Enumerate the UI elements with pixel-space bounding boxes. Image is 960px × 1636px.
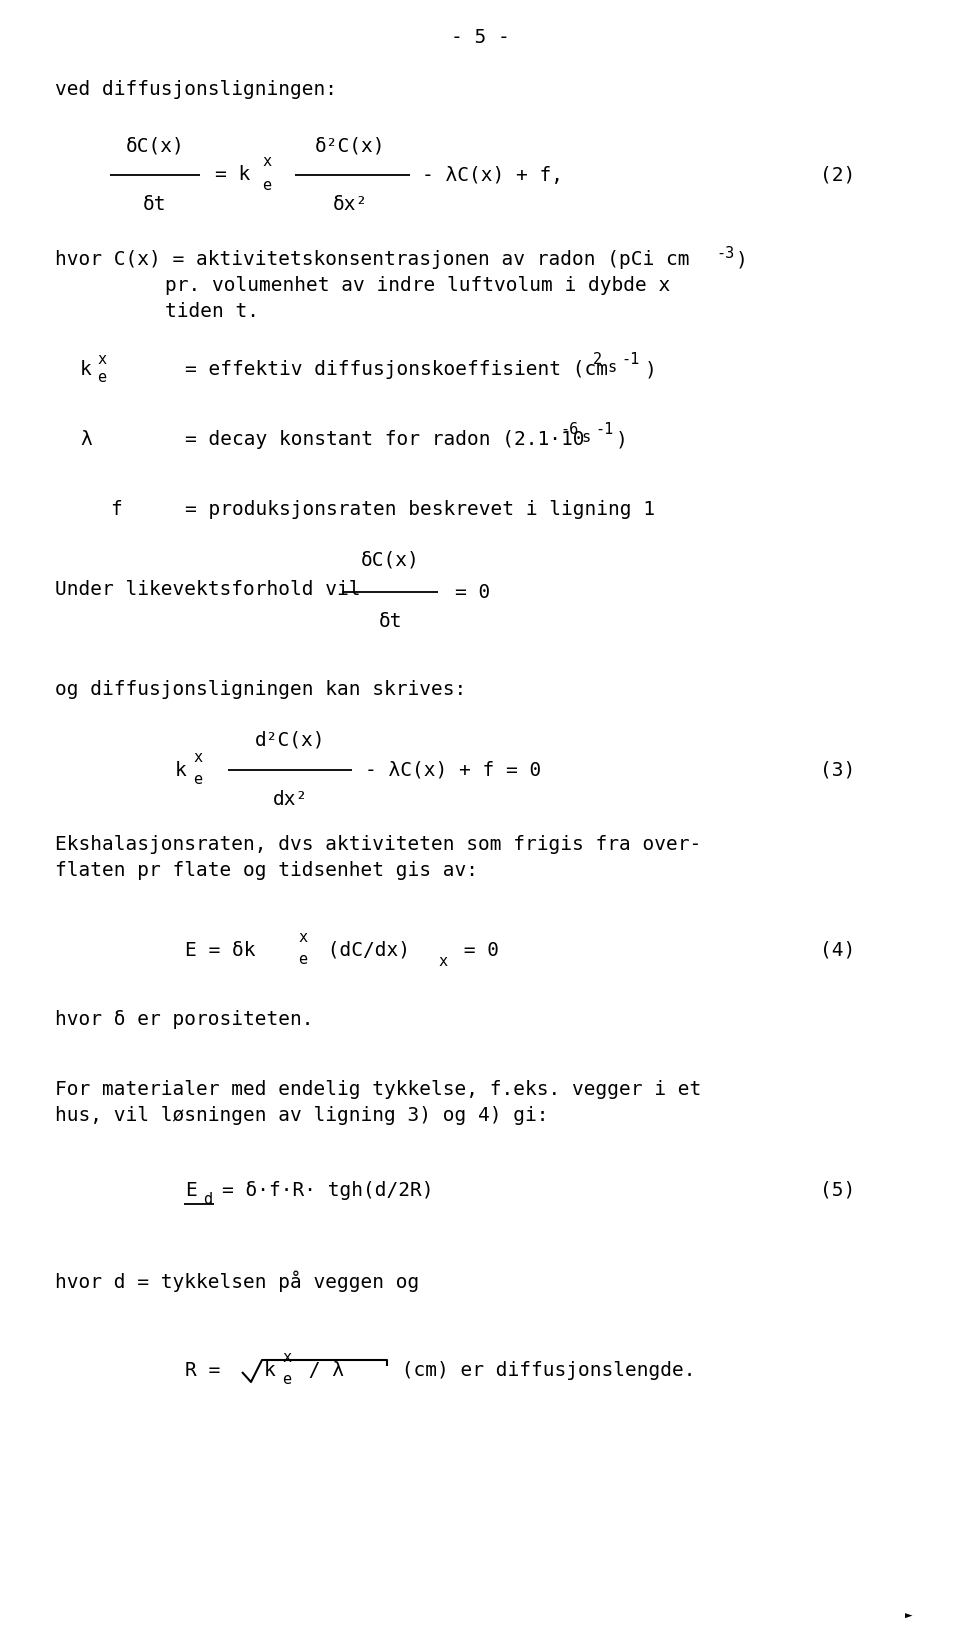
Text: x: x [193, 751, 203, 766]
Text: δC(x): δC(x) [361, 551, 420, 569]
Text: (2): (2) [820, 165, 855, 185]
Text: E = δk: E = δk [185, 941, 255, 959]
Text: pr. volumenhet av indre luftvolum i dybde x: pr. volumenhet av indre luftvolum i dybd… [165, 276, 670, 294]
Text: x: x [298, 931, 307, 946]
Text: -3: -3 [716, 245, 734, 262]
Text: (3): (3) [820, 761, 855, 779]
Text: d²C(x): d²C(x) [254, 731, 325, 749]
Text: d: d [203, 1193, 212, 1207]
Text: dx²: dx² [273, 790, 307, 808]
Text: e: e [97, 370, 107, 384]
Text: = δ·f·R· tgh(d/2R): = δ·f·R· tgh(d/2R) [222, 1181, 434, 1199]
Text: s: s [607, 360, 616, 375]
Text: ►: ► [905, 1610, 913, 1623]
Text: R =: R = [185, 1361, 232, 1379]
Text: x: x [262, 154, 271, 169]
Text: s: s [581, 430, 590, 445]
Text: δC(x): δC(x) [126, 136, 184, 155]
Text: ved diffusjonsligningen:: ved diffusjonsligningen: [55, 80, 337, 100]
Text: -1: -1 [621, 352, 639, 366]
Text: = 0: = 0 [452, 941, 499, 959]
Text: x: x [282, 1350, 291, 1366]
Text: = effektiv diffusjonskoeffisient (cm: = effektiv diffusjonskoeffisient (cm [185, 360, 608, 380]
Text: e: e [262, 177, 271, 193]
Text: flaten pr flate og tidsenhet gis av:: flaten pr flate og tidsenhet gis av: [55, 861, 478, 880]
Text: e: e [193, 772, 203, 787]
Text: 2: 2 [593, 352, 602, 366]
Text: (5): (5) [820, 1181, 855, 1199]
Text: ): ) [645, 360, 657, 380]
Text: δt: δt [378, 612, 401, 631]
Text: - λC(x) + f = 0: - λC(x) + f = 0 [365, 761, 541, 779]
Text: = k: = k [215, 165, 251, 185]
Text: x: x [438, 954, 447, 970]
Text: - 5 -: - 5 - [450, 28, 510, 47]
Text: tiden t.: tiden t. [165, 303, 259, 321]
Text: e: e [298, 952, 307, 967]
Text: = decay konstant for radon (2.1·10: = decay konstant for radon (2.1·10 [185, 430, 585, 448]
Text: hvor d = tykkelsen på veggen og: hvor d = tykkelsen på veggen og [55, 1270, 420, 1291]
Text: E: E [185, 1181, 197, 1199]
Text: ): ) [616, 430, 628, 448]
Text: δ²C(x): δ²C(x) [315, 136, 385, 155]
Text: k: k [80, 360, 92, 380]
Text: δt: δt [143, 195, 167, 214]
Text: (cm) er diffusjonslengde.: (cm) er diffusjonslengde. [390, 1361, 695, 1379]
Text: Ekshalasjonsraten, dvs aktiviteten som frigis fra over-: Ekshalasjonsraten, dvs aktiviteten som f… [55, 834, 701, 854]
Text: e: e [282, 1373, 291, 1387]
Text: hvor C(x) = aktivitetskonsentrasjonen av radon (pCi cm: hvor C(x) = aktivitetskonsentrasjonen av… [55, 250, 689, 268]
Text: og diffusjonsligningen kan skrives:: og diffusjonsligningen kan skrives: [55, 681, 467, 699]
Text: -6: -6 [560, 422, 578, 437]
Text: For materialer med endelig tykkelse, f.eks. vegger i et: For materialer med endelig tykkelse, f.e… [55, 1080, 701, 1099]
Text: λ: λ [80, 430, 92, 448]
Text: hus, vil løsningen av ligning 3) og 4) gi:: hus, vil løsningen av ligning 3) og 4) g… [55, 1106, 548, 1126]
Text: -1: -1 [595, 422, 613, 437]
Text: f: f [110, 501, 122, 519]
Text: = produksjonsraten beskrevet i ligning 1: = produksjonsraten beskrevet i ligning 1 [185, 501, 655, 519]
Text: k: k [175, 761, 187, 779]
Text: (4): (4) [820, 941, 855, 959]
Text: (dC/dx): (dC/dx) [316, 941, 410, 959]
Text: k: k [264, 1361, 276, 1379]
Text: δx²: δx² [332, 195, 368, 214]
Text: Under likevektsforhold vil: Under likevektsforhold vil [55, 581, 361, 599]
Text: ): ) [736, 250, 748, 268]
Text: x: x [97, 352, 107, 366]
Text: - λC(x) + f,: - λC(x) + f, [422, 165, 563, 185]
Text: / λ: / λ [297, 1361, 344, 1379]
Text: hvor δ er porositeten.: hvor δ er porositeten. [55, 1009, 314, 1029]
Text: = 0: = 0 [455, 582, 491, 602]
